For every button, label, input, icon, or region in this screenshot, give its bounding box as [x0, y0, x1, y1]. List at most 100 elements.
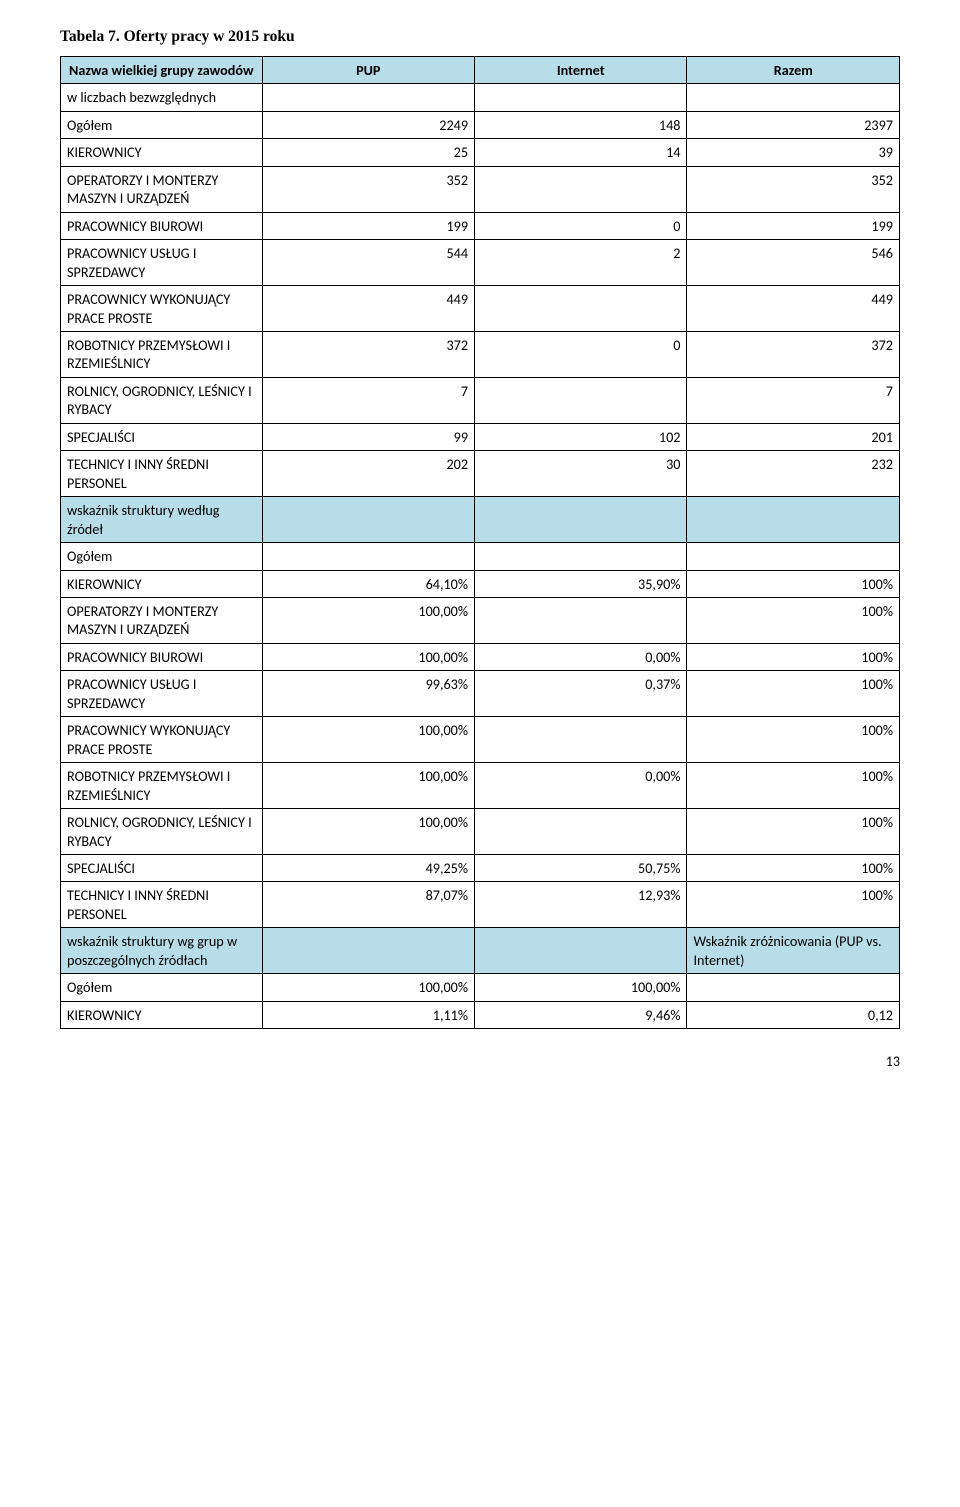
row-label: TECHNICY I INNY ŚREDNI PERSONEL	[61, 882, 263, 928]
cell-internet: 2	[475, 240, 687, 286]
cell-razem: 100%	[687, 763, 900, 809]
page-number: 13	[60, 1053, 900, 1070]
cell-pup: 100,00%	[262, 809, 474, 855]
row-label: SPECJALIŚCI	[61, 854, 263, 881]
empty-cell	[475, 497, 687, 543]
cell-pup: 100,00%	[262, 974, 474, 1001]
cell-pup: 199	[262, 212, 474, 239]
cell-pup: 25	[262, 139, 474, 166]
cell-internet	[475, 286, 687, 332]
table-row: PRACOWNICY WYKONUJĄCY PRACE PROSTE100,00…	[61, 717, 900, 763]
cell-pup: 449	[262, 286, 474, 332]
cell-internet	[475, 377, 687, 423]
cell-pup: 7	[262, 377, 474, 423]
table-row: TECHNICY I INNY ŚREDNI PERSONEL20230232	[61, 451, 900, 497]
cell-internet: 0,37%	[475, 671, 687, 717]
table-row: Ogółem	[61, 543, 900, 570]
empty-cell	[262, 497, 474, 543]
cell-internet	[475, 717, 687, 763]
cell-internet	[475, 543, 687, 570]
empty-cell	[475, 928, 687, 974]
cell-pup: 87,07%	[262, 882, 474, 928]
cell-pup: 372	[262, 331, 474, 377]
cell-pup: 544	[262, 240, 474, 286]
cell-razem: 449	[687, 286, 900, 332]
cell-internet: 0	[475, 331, 687, 377]
cell-razem: 100%	[687, 597, 900, 643]
col-header-label: Nazwa wielkiej grupy zawodów	[61, 57, 263, 84]
empty-cell	[262, 84, 474, 111]
row-label: PRACOWNICY USŁUG I SPRZEDAWCY	[61, 240, 263, 286]
cell-internet: 35,90%	[475, 570, 687, 597]
cell-internet: 148	[475, 111, 687, 138]
row-label: ROBOTNICY PRZEMYSŁOWI I RZEMIEŚLNICY	[61, 763, 263, 809]
row-label: Ogółem	[61, 111, 263, 138]
cell-internet: 12,93%	[475, 882, 687, 928]
cell-razem: 2397	[687, 111, 900, 138]
empty-cell	[475, 84, 687, 111]
cell-internet: 0,00%	[475, 763, 687, 809]
col-header-internet: Internet	[475, 57, 687, 84]
row-label: KIEROWNICY	[61, 1001, 263, 1028]
table-row: SPECJALIŚCI49,25%50,75%100%	[61, 854, 900, 881]
section-header-row: w liczbach bezwzględnych	[61, 84, 900, 111]
cell-razem: 352	[687, 166, 900, 212]
table-row: PRACOWNICY USŁUG I SPRZEDAWCY99,63%0,37%…	[61, 671, 900, 717]
row-label: OPERATORZY I MONTERZY MASZYN I URZĄDZEŃ	[61, 166, 263, 212]
section-header-row: wskaźnik struktury wg grup w poszczególn…	[61, 928, 900, 974]
cell-pup: 100,00%	[262, 717, 474, 763]
cell-pup: 49,25%	[262, 854, 474, 881]
cell-pup: 64,10%	[262, 570, 474, 597]
row-label: Ogółem	[61, 974, 263, 1001]
table-row: ROLNICY, OGRODNICY, LEŚNICY I RYBACY100,…	[61, 809, 900, 855]
cell-internet: 0	[475, 212, 687, 239]
table-row: ROBOTNICY PRZEMYSŁOWI I RZEMIEŚLNICY3720…	[61, 331, 900, 377]
cell-internet: 50,75%	[475, 854, 687, 881]
cell-razem: 372	[687, 331, 900, 377]
col-header-pup: PUP	[262, 57, 474, 84]
cell-razem: 100%	[687, 643, 900, 670]
row-label: KIEROWNICY	[61, 139, 263, 166]
table-row: TECHNICY I INNY ŚREDNI PERSONEL87,07%12,…	[61, 882, 900, 928]
table-row: PRACOWNICY USŁUG I SPRZEDAWCY5442546	[61, 240, 900, 286]
table-row: Ogółem100,00%100,00%	[61, 974, 900, 1001]
table-row: SPECJALIŚCI99102201	[61, 423, 900, 450]
cell-pup: 99,63%	[262, 671, 474, 717]
empty-cell	[687, 497, 900, 543]
cell-internet: 9,46%	[475, 1001, 687, 1028]
cell-pup: 100,00%	[262, 597, 474, 643]
table-row: Ogółem22491482397	[61, 111, 900, 138]
cell-internet: 0,00%	[475, 643, 687, 670]
cell-internet: 14	[475, 139, 687, 166]
row-label: PRACOWNICY USŁUG I SPRZEDAWCY	[61, 671, 263, 717]
row-label: ROLNICY, OGRODNICY, LEŚNICY I RYBACY	[61, 809, 263, 855]
cell-razem: 201	[687, 423, 900, 450]
cell-razem: 199	[687, 212, 900, 239]
table-row: PRACOWNICY BIUROWI1990199	[61, 212, 900, 239]
cell-razem	[687, 974, 900, 1001]
cell-pup: 100,00%	[262, 763, 474, 809]
row-label: PRACOWNICY WYKONUJĄCY PRACE PROSTE	[61, 717, 263, 763]
row-label: ROBOTNICY PRZEMYSŁOWI I RZEMIEŚLNICY	[61, 331, 263, 377]
table-row: OPERATORZY I MONTERZY MASZYN I URZĄDZEŃ1…	[61, 597, 900, 643]
section-header-row: wskaźnik struktury według źródeł	[61, 497, 900, 543]
cell-razem: 100%	[687, 854, 900, 881]
col-header-razem: Razem	[687, 57, 900, 84]
cell-razem: 100%	[687, 809, 900, 855]
cell-razem: 39	[687, 139, 900, 166]
row-label: Ogółem	[61, 543, 263, 570]
row-label: KIEROWNICY	[61, 570, 263, 597]
cell-pup: 2249	[262, 111, 474, 138]
cell-internet	[475, 809, 687, 855]
row-label: TECHNICY I INNY ŚREDNI PERSONEL	[61, 451, 263, 497]
cell-razem: 100%	[687, 570, 900, 597]
section-header-label: wskaźnik struktury wg grup w poszczególn…	[61, 928, 263, 974]
cell-pup: 100,00%	[262, 643, 474, 670]
section-header-label: wskaźnik struktury według źródeł	[61, 497, 263, 543]
table-row: OPERATORZY I MONTERZY MASZYN I URZĄDZEŃ 3…	[61, 166, 900, 212]
row-label: OPERATORZY I MONTERZY MASZYN I URZĄDZEŃ	[61, 597, 263, 643]
cell-pup: 1,11%	[262, 1001, 474, 1028]
cell-razem: 0,12	[687, 1001, 900, 1028]
section-header-label: w liczbach bezwzględnych	[61, 84, 263, 111]
empty-cell	[262, 928, 474, 974]
